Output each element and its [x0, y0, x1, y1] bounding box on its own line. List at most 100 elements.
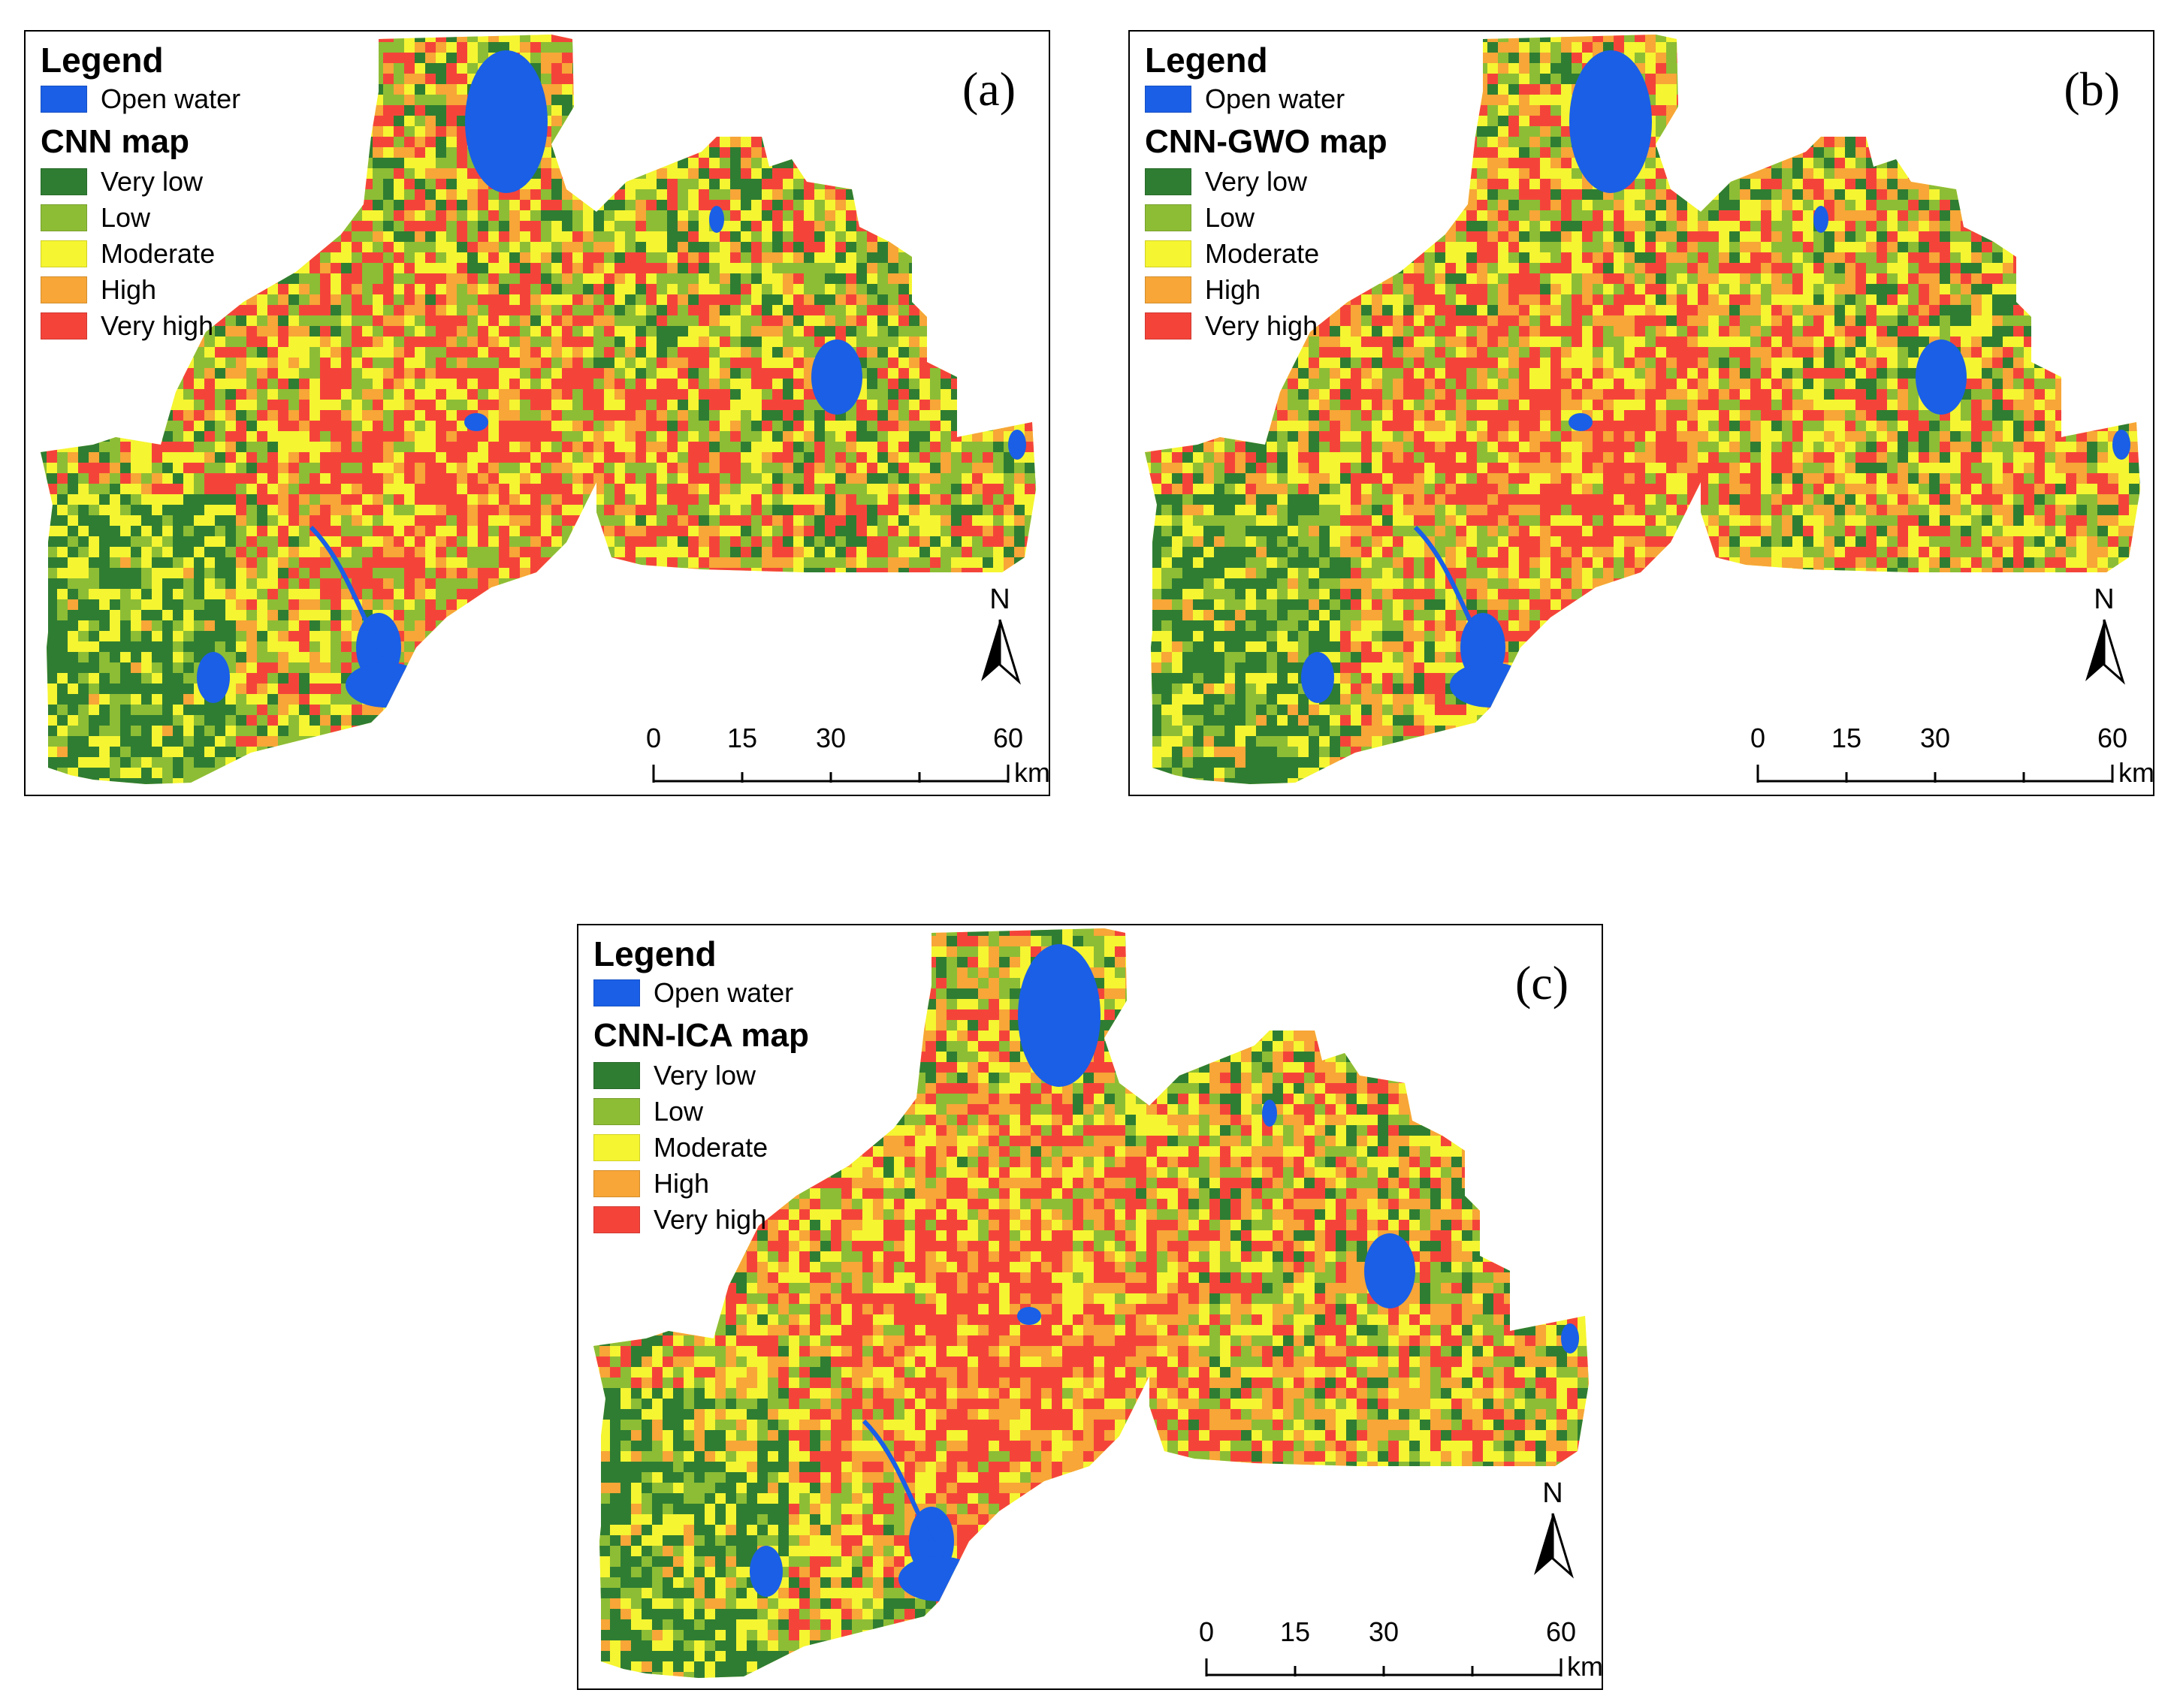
- legend-label-moderate: Moderate: [1205, 238, 1319, 270]
- legend-row-high: High: [1145, 272, 1387, 308]
- legend-row-moderate: Moderate: [593, 1130, 809, 1166]
- legend-label-high: High: [654, 1168, 709, 1200]
- north-arrow-b: N: [2078, 584, 2130, 689]
- open-water-body: [750, 1546, 783, 1597]
- scale-line: [652, 765, 1010, 783]
- open-water-body: [1916, 339, 1967, 415]
- scale-bar-b: 0 15 30 60 km: [1731, 723, 2153, 790]
- open-water-body: [1813, 206, 1828, 233]
- legend-row-moderate: Moderate: [41, 236, 240, 272]
- legend-row-water: Open water: [1145, 81, 1387, 117]
- open-water-body: [709, 206, 724, 233]
- north-arrow-a: N: [974, 584, 1026, 689]
- legend-label-very-low: Very low: [654, 1060, 756, 1091]
- scale-tick-15: 15: [1831, 723, 1861, 754]
- legend-label-low: Low: [654, 1096, 703, 1127]
- swatch-very-high: [41, 312, 87, 339]
- scale-unit: km: [1567, 1651, 1602, 1682]
- legend-a: Legend Open water CNN map Very low Low M…: [41, 39, 240, 344]
- legend-label-very-low: Very low: [1205, 166, 1307, 198]
- scale-tick-30: 30: [816, 723, 846, 754]
- north-letter: N: [2078, 584, 2130, 616]
- legend-row-very-high: Very high: [593, 1202, 809, 1238]
- legend-row-low: Low: [593, 1094, 809, 1130]
- water-swatch: [593, 979, 640, 1006]
- open-water-body: [1017, 1307, 1041, 1325]
- scale-tick-60: 60: [993, 723, 1023, 754]
- swatch-moderate: [1145, 240, 1191, 267]
- north-arrow-icon: [981, 619, 1021, 685]
- open-water-body: [1569, 413, 1593, 431]
- north-letter: N: [974, 584, 1026, 616]
- open-water-body: [1301, 652, 1334, 703]
- legend-title: Legend: [593, 933, 809, 975]
- map-title-a: CNN map: [41, 120, 240, 164]
- map-panel-c: Legend Open water CNN-ICA map Very low L…: [577, 924, 1603, 1690]
- open-water-body: [2112, 430, 2130, 460]
- legend-title: Legend: [1145, 39, 1387, 81]
- legend-label-water: Open water: [1205, 83, 1345, 115]
- legend-label-high: High: [101, 274, 156, 306]
- panel-label-a: (a): [962, 62, 1016, 117]
- legend-label-low: Low: [101, 202, 150, 234]
- swatch-low: [1145, 204, 1191, 231]
- legend-row-very-high: Very high: [41, 308, 240, 344]
- swatch-very-low: [593, 1062, 640, 1089]
- legend-label-very-high: Very high: [654, 1204, 766, 1236]
- legend-c: Legend Open water CNN-ICA map Very low L…: [593, 933, 809, 1238]
- swatch-moderate: [593, 1134, 640, 1161]
- scale-tick-0: 0: [646, 723, 661, 754]
- legend-row-very-low: Very low: [593, 1058, 809, 1094]
- scale-tick-0: 0: [1199, 1616, 1214, 1648]
- legend-row-high: High: [593, 1166, 809, 1202]
- legend-title: Legend: [41, 39, 240, 81]
- swatch-very-high: [593, 1206, 640, 1233]
- open-water-body: [1008, 430, 1026, 460]
- scale-tick-60: 60: [1546, 1616, 1576, 1648]
- swatch-low: [41, 204, 87, 231]
- north-arrow-icon: [2085, 619, 2125, 685]
- legend-label-low: Low: [1205, 202, 1255, 234]
- legend-label-very-high: Very high: [101, 310, 213, 342]
- swatch-high: [593, 1170, 640, 1197]
- open-water-body: [898, 1556, 980, 1601]
- legend-row-water: Open water: [593, 975, 809, 1011]
- map-panel-b: Legend Open water CNN-GWO map Very low L…: [1128, 30, 2154, 796]
- panel-label-b: (b): [2064, 62, 2120, 117]
- water-swatch: [41, 86, 87, 113]
- swatch-very-high: [1145, 312, 1191, 339]
- open-water-body: [811, 339, 862, 415]
- swatch-very-low: [41, 168, 87, 195]
- scale-tick-0: 0: [1750, 723, 1765, 754]
- swatch-high: [1145, 276, 1191, 303]
- water-swatch: [1145, 86, 1191, 113]
- legend-label-very-high: Very high: [1205, 310, 1318, 342]
- scale-tick-30: 30: [1369, 1616, 1399, 1648]
- legend-label-moderate: Moderate: [101, 238, 215, 270]
- open-water-body: [346, 662, 427, 708]
- swatch-very-low: [1145, 168, 1191, 195]
- legend-row-low: Low: [1145, 200, 1387, 236]
- scale-bar-c: 0 15 30 60 km: [1179, 1616, 1602, 1684]
- swatch-high: [41, 276, 87, 303]
- scale-line: [1205, 1658, 1563, 1676]
- legend-row-high: High: [41, 272, 240, 308]
- legend-row-water: Open water: [41, 81, 240, 117]
- scale-unit: km: [1014, 757, 1049, 789]
- scale-bar-a: 0 15 30 60 km: [627, 723, 1049, 790]
- north-arrow-icon: [1534, 1513, 1574, 1579]
- panel-label-c: (c): [1515, 955, 1569, 1011]
- legend-row-very-low: Very low: [41, 164, 240, 200]
- open-water-body: [1364, 1233, 1415, 1308]
- legend-label-very-low: Very low: [101, 166, 203, 198]
- map-panel-a: Legend Open water CNN map Very low Low M…: [24, 30, 1050, 796]
- open-water-body: [1018, 944, 1101, 1087]
- scale-unit: km: [2118, 757, 2153, 789]
- legend-row-very-high: Very high: [1145, 308, 1387, 344]
- legend-b: Legend Open water CNN-GWO map Very low L…: [1145, 39, 1387, 344]
- open-water-body: [1569, 50, 1652, 193]
- legend-row-moderate: Moderate: [1145, 236, 1387, 272]
- legend-label-moderate: Moderate: [654, 1132, 768, 1163]
- legend-label-high: High: [1205, 274, 1261, 306]
- open-water-body: [1561, 1323, 1579, 1353]
